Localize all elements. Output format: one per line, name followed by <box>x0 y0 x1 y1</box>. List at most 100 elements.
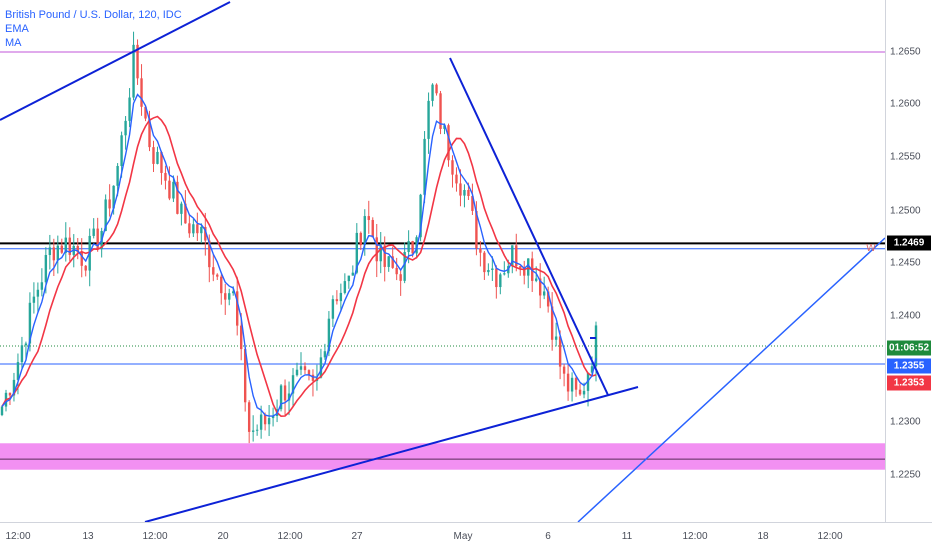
candle <box>236 291 239 326</box>
candle <box>104 199 107 231</box>
candle <box>311 374 315 381</box>
candle <box>483 252 486 273</box>
candle <box>60 245 63 253</box>
candle <box>279 385 283 410</box>
candle <box>232 291 235 294</box>
candle <box>239 325 243 350</box>
candle <box>136 44 139 79</box>
ema-line <box>1 93 597 417</box>
candle <box>247 402 251 432</box>
candle <box>168 180 171 199</box>
candle <box>116 165 119 186</box>
candle <box>36 289 40 297</box>
ma-price-badge: 1.2353 <box>887 375 931 391</box>
candle <box>491 268 494 270</box>
candle <box>594 325 598 367</box>
candle <box>188 223 191 234</box>
candle <box>331 299 335 319</box>
candle <box>511 245 514 267</box>
candle <box>224 293 227 300</box>
candle <box>459 183 462 196</box>
candle <box>184 203 187 224</box>
legend: British Pound / U.S. Dollar, 120, IDC EM… <box>5 8 182 50</box>
candle <box>495 268 498 288</box>
candle <box>148 118 151 148</box>
candle <box>271 415 275 419</box>
candle <box>319 357 323 378</box>
candle <box>120 135 123 166</box>
candle <box>403 251 406 281</box>
candle <box>92 228 95 236</box>
candle <box>172 181 175 199</box>
candle <box>108 199 111 209</box>
candle <box>423 138 426 195</box>
candle <box>546 291 550 307</box>
candle <box>371 219 374 238</box>
candle <box>144 106 147 119</box>
candle <box>447 125 450 161</box>
candle <box>538 278 542 296</box>
candle <box>399 274 402 281</box>
candle <box>467 190 470 197</box>
time-tick: 6 <box>545 531 551 542</box>
price-tick: 1.2600 <box>890 98 921 110</box>
price-tick: 1.2650 <box>890 46 921 58</box>
candle <box>523 267 526 276</box>
candle <box>164 172 167 181</box>
candle <box>32 296 36 303</box>
candle <box>20 345 24 363</box>
candle <box>8 392 12 396</box>
candle <box>391 256 394 268</box>
candle <box>80 252 83 266</box>
candle <box>152 147 155 164</box>
candle <box>554 336 558 340</box>
candle <box>196 224 199 234</box>
candle <box>443 125 446 129</box>
candle <box>515 245 518 267</box>
candle <box>343 281 347 293</box>
candle <box>291 375 295 394</box>
candle <box>40 282 44 290</box>
price-chart[interactable] <box>0 0 885 522</box>
ascending-support-trendline <box>144 386 639 522</box>
support-zone <box>0 443 885 470</box>
candle <box>212 267 215 275</box>
ma-line <box>1 115 597 418</box>
upper-trendline <box>0 1 231 121</box>
candle <box>582 390 586 395</box>
price-axis[interactable]: 1.2650 1.2600 1.2550 1.2500 1.2450 1.240… <box>885 0 932 522</box>
candle <box>335 299 339 302</box>
time-tick: 20 <box>217 531 229 542</box>
candle <box>351 272 355 276</box>
candle <box>431 84 434 101</box>
symbol-title[interactable]: British Pound / U.S. Dollar, 120, IDC <box>5 9 182 21</box>
time-tick: 12:00 <box>277 531 303 542</box>
candle <box>411 241 414 254</box>
candle <box>299 366 303 370</box>
candle <box>140 78 143 107</box>
candle <box>12 379 16 396</box>
ma-indicator-label[interactable]: MA <box>5 37 22 49</box>
candle <box>367 216 370 220</box>
candle <box>519 266 522 268</box>
time-tick: 12:00 <box>5 531 31 542</box>
candle <box>243 349 247 403</box>
candle <box>28 302 32 344</box>
candle <box>16 362 20 380</box>
candle <box>439 93 442 129</box>
ema-indicator-label[interactable]: EMA <box>5 23 29 35</box>
candle <box>200 226 203 234</box>
price-tick: 1.2250 <box>890 469 921 481</box>
candle <box>562 366 566 374</box>
candle <box>323 351 327 358</box>
alert-marker-icon[interactable]: W <box>866 243 876 254</box>
time-axis[interactable]: 12:00 13 12:00 20 12:00 27 May 6 11 12:0… <box>0 522 932 551</box>
chart-area[interactable]: British Pound / U.S. Dollar, 120, IDC EM… <box>0 0 885 522</box>
candle <box>339 292 343 302</box>
candle <box>419 194 422 238</box>
candle <box>176 181 179 214</box>
candle <box>48 247 52 256</box>
candle <box>327 318 331 352</box>
candle <box>542 291 546 296</box>
candle <box>471 196 474 211</box>
